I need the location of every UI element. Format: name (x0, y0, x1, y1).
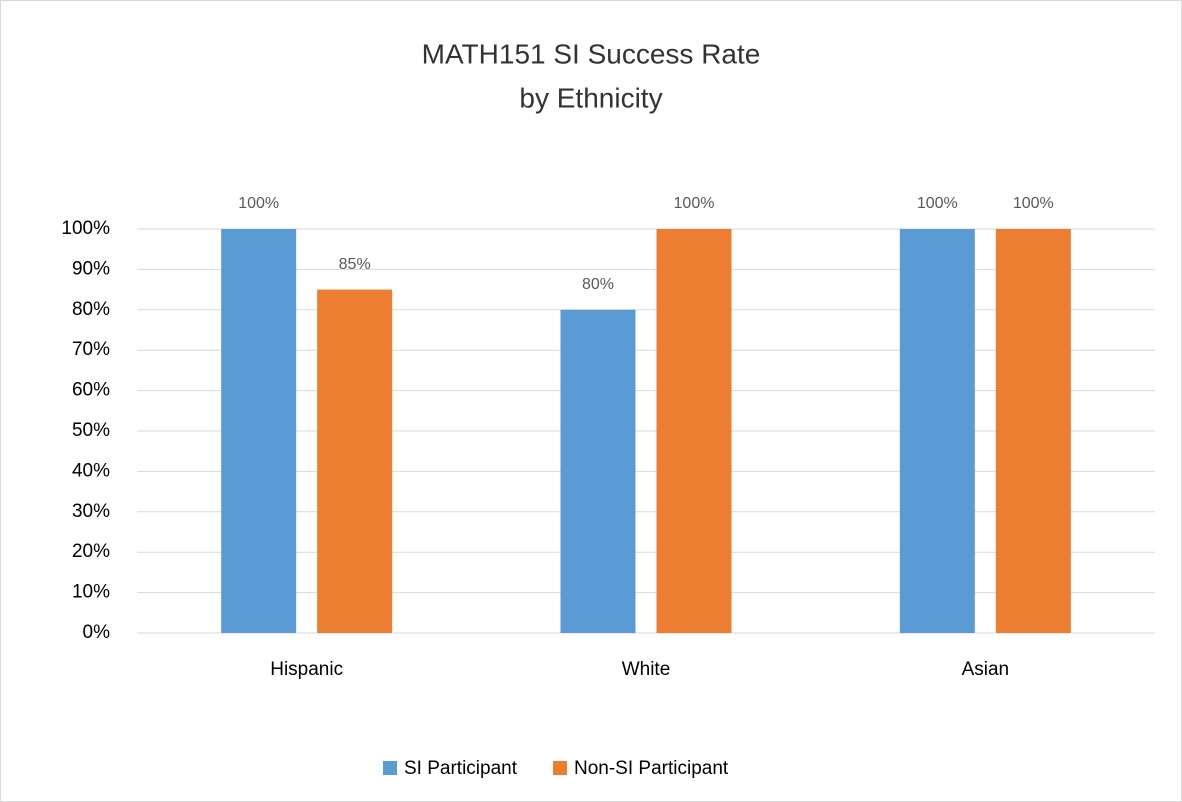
bar (317, 289, 393, 633)
y-tick-label: 40% (72, 460, 110, 481)
y-tick-label: 80% (72, 299, 110, 320)
legend-label: Non-SI Participant (574, 758, 729, 779)
y-tick-label: 50% (72, 420, 110, 441)
legend-swatch (553, 761, 567, 775)
legend-swatch (383, 761, 397, 775)
bar (899, 229, 975, 633)
legend-label: SI Participant (404, 758, 518, 779)
data-label: 80% (582, 276, 614, 293)
x-tick-label: Asian (962, 659, 1010, 680)
y-tick-label: 90% (72, 258, 110, 279)
data-label: 100% (674, 195, 715, 212)
y-tick-label: 20% (72, 541, 110, 562)
bar (656, 229, 732, 633)
chart-title: by Ethnicity (519, 82, 662, 113)
bar (221, 229, 297, 633)
data-label: 100% (917, 195, 958, 212)
y-tick-label: 10% (72, 582, 110, 603)
x-tick-label: White (622, 659, 671, 680)
y-tick-label: 0% (83, 622, 111, 643)
y-tick-label: 70% (72, 339, 110, 360)
x-tick-label: Hispanic (270, 659, 343, 680)
data-label: 100% (238, 195, 279, 212)
y-tick-label: 100% (61, 218, 110, 239)
y-tick-label: 60% (72, 380, 110, 401)
bar (995, 229, 1071, 633)
y-tick-label: 30% (72, 501, 110, 522)
chart-title: MATH151 SI Success Rate (422, 38, 761, 69)
bar (560, 309, 636, 633)
data-label: 100% (1013, 195, 1054, 212)
data-label: 85% (339, 256, 371, 273)
